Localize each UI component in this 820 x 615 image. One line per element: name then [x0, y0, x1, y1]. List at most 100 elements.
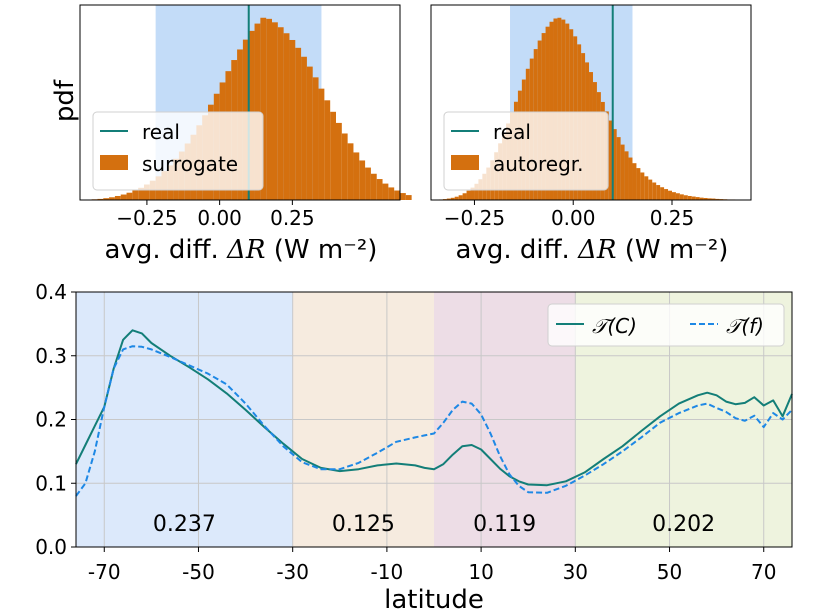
histogram-bar — [388, 187, 395, 200]
region-value-label: 0.119 — [473, 512, 536, 537]
histogram-bar — [272, 22, 278, 201]
histogram-bar — [266, 18, 272, 201]
histogram-bar — [301, 56, 307, 201]
histogram-bar — [691, 196, 696, 200]
histogram-bar — [330, 111, 336, 200]
legend-hist1: real surrogate — [92, 111, 264, 191]
x-tick-label: −0.25 — [116, 206, 177, 230]
histogram-bar — [671, 192, 676, 200]
histogram-bar — [97, 198, 104, 200]
histogram-bar — [318, 88, 325, 200]
histogram-bar — [711, 198, 716, 200]
histogram-bar — [341, 133, 348, 200]
x-tick-label: -10 — [371, 560, 404, 584]
histogram-bar — [359, 160, 366, 200]
legend-autoregr-label: autoregr. — [493, 152, 584, 176]
histogram-bar — [103, 198, 110, 200]
region-value-label: 0.237 — [153, 512, 216, 537]
histogram-bar — [306, 66, 313, 200]
histogram-bar — [695, 197, 700, 200]
histogram-bar — [450, 197, 455, 200]
histogram-bar — [295, 47, 302, 200]
histogram-bar — [382, 183, 389, 200]
histogram-bar — [132, 190, 139, 200]
histogram-bar — [608, 120, 613, 200]
legend-real-label: real — [142, 120, 180, 144]
histogram-bar — [656, 185, 661, 200]
axes-frame — [430, 4, 752, 201]
histogram-bar — [664, 189, 669, 200]
x-tick-label: -70 — [88, 560, 121, 584]
histogram-surrogate: pdf −0.25 0.00 0.25 avg. diff. ΔR (W m⁻²) … — [50, 4, 412, 265]
histogram-bar — [553, 18, 558, 201]
histogram-bar — [336, 122, 342, 200]
histogram-bar — [376, 179, 383, 200]
legend-hist2: real autoregr. — [443, 111, 609, 191]
x-tick-label: 30 — [563, 560, 588, 584]
x-tick-label: 0.25 — [650, 206, 695, 230]
y-tick-label: 0.4 — [35, 280, 67, 304]
histogram-bar — [289, 39, 296, 200]
histogram-bar — [138, 187, 144, 200]
histogram-bar — [624, 151, 629, 200]
histogram-bar — [549, 21, 554, 200]
xlabel-hist1: avg. diff. ΔR (W m⁻²) — [105, 235, 378, 265]
histogram-bar — [612, 129, 617, 200]
legend-tc-label: 𝒯(C) — [592, 314, 637, 338]
x-tick-label: 0.00 — [551, 206, 596, 230]
histogram-bar — [370, 173, 377, 200]
histogram-bar — [648, 179, 653, 200]
histogram-bar — [707, 198, 712, 200]
y-tick-label: 0.1 — [35, 471, 67, 495]
histogram-autoregr: −0.25 0.00 0.25 avg. diff. ΔR (W m⁻²) real… — [430, 4, 752, 265]
y-tick-label: 0.0 — [35, 535, 67, 559]
x-tick-label: 0.00 — [197, 206, 242, 230]
x-tick-label: -30 — [276, 560, 309, 584]
histogram-bar — [114, 195, 121, 200]
histogram-bar — [446, 198, 451, 200]
histogram-bar — [652, 182, 657, 200]
histogram-bar — [668, 190, 672, 200]
histogram-bar — [394, 190, 400, 200]
histogram-bar — [679, 194, 684, 200]
legend-line: 𝒯(C) 𝒯(f) — [547, 303, 785, 347]
legend-surrogate-label: surrogate — [142, 152, 238, 176]
axes-frame — [79, 4, 401, 201]
x-tick-label: 10 — [468, 560, 493, 584]
x-tick-label: 70 — [751, 560, 776, 584]
histogram-bar — [557, 17, 562, 201]
histogram-bar — [466, 190, 471, 200]
histogram-bar — [144, 184, 150, 200]
region-value-label: 0.202 — [652, 512, 715, 537]
histogram-bar — [470, 187, 475, 200]
x-tick-label: 0.25 — [270, 206, 315, 230]
legend-hist-swatch — [451, 155, 479, 170]
region-value-label: 0.125 — [332, 512, 395, 537]
histogram-bar — [405, 195, 412, 200]
histogram-bar — [644, 176, 649, 200]
histogram-bar — [126, 192, 133, 200]
histogram-bar — [474, 183, 479, 200]
histogram-bar — [454, 196, 459, 200]
xlabel-hist2: avg. diff. ΔR (W m⁻²) — [456, 235, 729, 265]
histogram-bar — [353, 152, 360, 200]
histogram-bar — [636, 168, 641, 200]
histogram-bar — [561, 19, 566, 201]
histogram-bar — [699, 197, 704, 200]
histogram-bar — [715, 198, 720, 200]
y-tick-label: 0.2 — [35, 408, 67, 432]
xlabel-latitude: latitude — [384, 585, 484, 615]
histogram-bar — [365, 167, 371, 200]
histogram-bar — [683, 195, 688, 200]
x-tick-label: 50 — [657, 560, 682, 584]
histogram-bar — [283, 33, 290, 200]
histogram-bar — [324, 100, 331, 200]
histogram-bar — [628, 157, 633, 200]
histogram-bar — [462, 193, 467, 200]
legend-tf-label: 𝒯(f) — [726, 314, 764, 338]
histogram-bar — [660, 187, 665, 200]
ylabel-pdf: pdf — [50, 79, 80, 122]
histogram-bar — [260, 17, 267, 201]
legend-hist-swatch — [100, 155, 128, 170]
latitude-line-chart: 0.237 0.125 0.119 0.202 -70 -50 -30 -10 10 30 50 70… — [35, 280, 793, 615]
